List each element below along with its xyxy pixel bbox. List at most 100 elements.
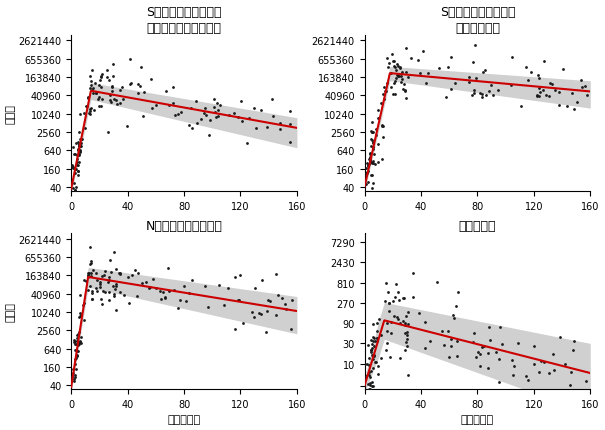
- Point: [402, 329, 412, 336]
- Point: [439, 342, 449, 349]
- Point: [85, 244, 95, 251]
- Point: [532, 92, 542, 99]
- Point: [449, 315, 459, 322]
- Point: [368, 333, 378, 340]
- Point: [446, 86, 456, 93]
- Point: [135, 84, 145, 91]
- Point: [366, 143, 376, 150]
- Point: [400, 322, 410, 329]
- Point: [83, 94, 93, 101]
- Point: [367, 136, 376, 143]
- Point: [397, 69, 407, 76]
- Point: [391, 76, 401, 83]
- Point: [68, 366, 77, 372]
- Point: [371, 126, 381, 133]
- Point: [263, 124, 272, 131]
- Point: [111, 286, 120, 292]
- Point: [85, 108, 94, 115]
- Point: [406, 55, 416, 62]
- Point: [437, 328, 446, 335]
- Point: [125, 81, 135, 88]
- Point: [235, 272, 245, 279]
- Point: [401, 329, 410, 336]
- Point: [464, 79, 474, 86]
- Point: [479, 343, 489, 350]
- Point: [506, 82, 515, 89]
- Point: [132, 293, 142, 300]
- Point: [223, 285, 232, 292]
- Point: [386, 85, 396, 92]
- Point: [87, 270, 96, 276]
- Point: [88, 296, 97, 303]
- Point: [86, 83, 96, 89]
- Point: [555, 333, 565, 340]
- Point: [377, 157, 387, 163]
- Point: [275, 120, 285, 127]
- Point: [286, 326, 296, 332]
- Point: [79, 302, 88, 309]
- Point: [534, 93, 544, 100]
- Point: [472, 75, 482, 82]
- Point: [367, 119, 377, 126]
- Point: [271, 271, 281, 278]
- Point: [96, 74, 106, 81]
- Point: [95, 77, 105, 84]
- Point: [87, 259, 96, 266]
- Point: [107, 84, 117, 91]
- Point: [76, 143, 85, 150]
- Point: [364, 161, 373, 168]
- Point: [544, 80, 554, 87]
- Point: [269, 114, 278, 120]
- Point: [87, 290, 97, 297]
- Point: [163, 264, 172, 271]
- Point: [87, 258, 96, 265]
- Point: [70, 360, 80, 367]
- Point: [244, 115, 253, 122]
- Point: [261, 329, 271, 336]
- Point: [376, 101, 386, 108]
- Point: [403, 321, 413, 328]
- Point: [369, 335, 379, 342]
- Point: [477, 95, 487, 101]
- Point: [382, 320, 392, 327]
- Point: [567, 90, 577, 97]
- Point: [368, 320, 378, 327]
- Point: [577, 399, 587, 405]
- Point: [419, 49, 428, 55]
- Point: [73, 352, 82, 359]
- Point: [383, 289, 393, 296]
- Point: [71, 166, 81, 173]
- Point: [273, 292, 283, 299]
- Point: [414, 71, 424, 78]
- Point: [481, 92, 491, 99]
- Point: [181, 298, 191, 304]
- Point: [76, 292, 85, 298]
- Point: [125, 300, 134, 307]
- Point: [364, 354, 374, 361]
- Point: [443, 64, 453, 71]
- Point: [382, 280, 391, 287]
- Point: [369, 151, 379, 158]
- Point: [373, 371, 383, 378]
- Point: [72, 196, 82, 203]
- Point: [229, 111, 239, 117]
- Point: [362, 360, 371, 367]
- Point: [111, 266, 121, 273]
- Point: [73, 140, 82, 147]
- Point: [74, 329, 83, 336]
- Point: [105, 92, 114, 99]
- Point: [107, 89, 117, 95]
- Point: [371, 132, 381, 139]
- Point: [569, 107, 578, 114]
- Point: [388, 298, 398, 305]
- Point: [450, 81, 459, 88]
- Point: [249, 313, 259, 320]
- Point: [86, 78, 96, 85]
- Point: [200, 283, 209, 290]
- Point: [390, 294, 400, 301]
- Point: [367, 379, 376, 386]
- Point: [372, 335, 382, 342]
- Point: [467, 92, 477, 99]
- Point: [197, 117, 206, 123]
- Point: [97, 288, 107, 295]
